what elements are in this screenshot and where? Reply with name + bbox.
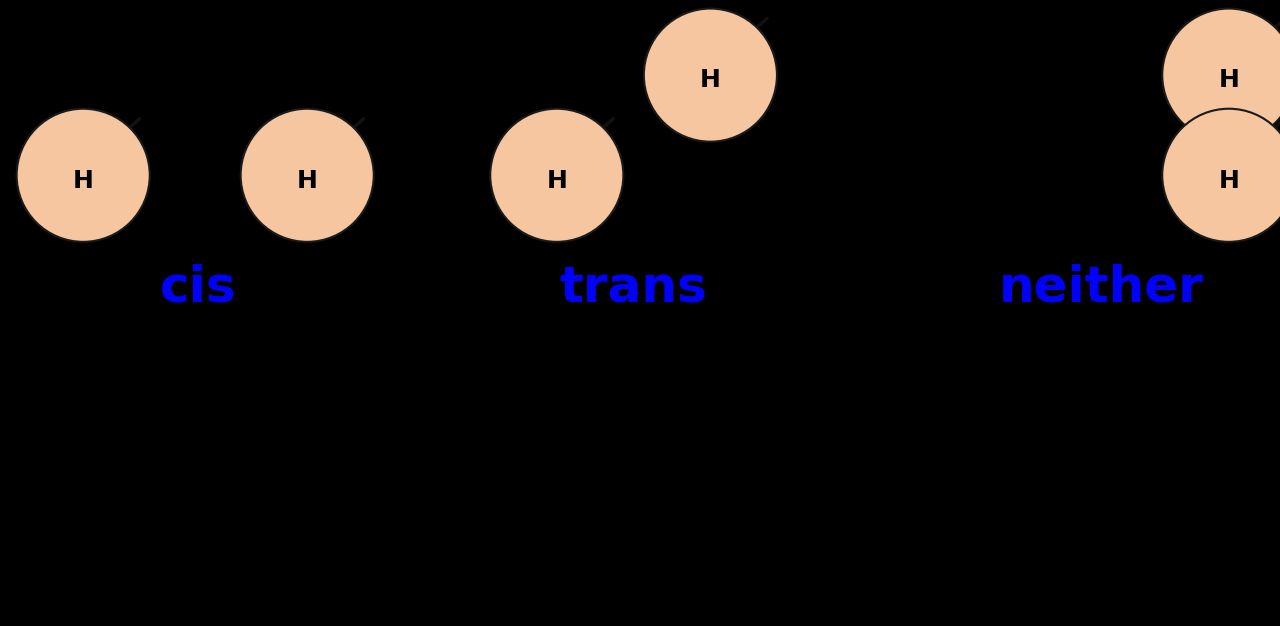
Circle shape bbox=[241, 109, 374, 242]
Circle shape bbox=[1162, 109, 1280, 242]
Circle shape bbox=[490, 109, 623, 242]
Circle shape bbox=[17, 109, 150, 242]
Text: cis: cis bbox=[160, 264, 237, 312]
Text: H: H bbox=[1219, 168, 1239, 193]
Text: H: H bbox=[1219, 68, 1239, 93]
Text: H: H bbox=[297, 168, 317, 193]
Text: H: H bbox=[73, 168, 93, 193]
Text: H: H bbox=[547, 168, 567, 193]
Text: trans: trans bbox=[559, 264, 708, 312]
Text: H: H bbox=[700, 68, 721, 93]
Circle shape bbox=[644, 9, 777, 141]
Circle shape bbox=[1162, 9, 1280, 141]
Text: neither: neither bbox=[998, 264, 1203, 312]
